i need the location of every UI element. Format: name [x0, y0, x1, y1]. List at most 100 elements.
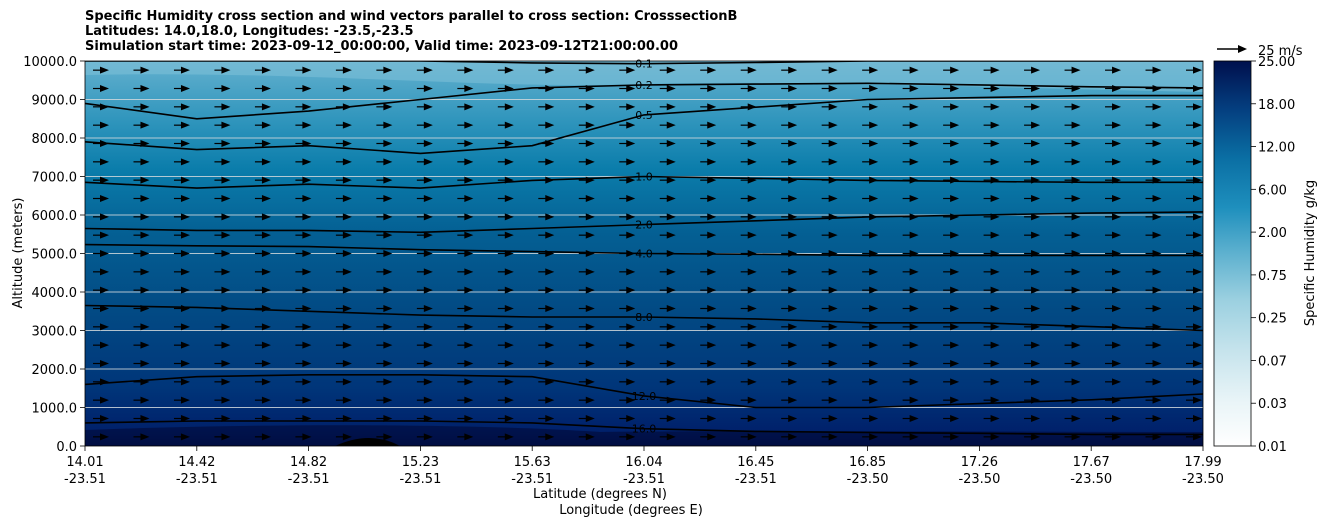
- wind-arrow: [585, 433, 595, 441]
- wind-arrow: [221, 176, 231, 184]
- wind-arrow: [1112, 286, 1122, 294]
- wind-arrow: [990, 140, 1000, 147]
- wind-arrow: [423, 286, 433, 294]
- wind-arrow: [464, 268, 474, 276]
- x-tick-label-lat: 16.45: [737, 455, 774, 470]
- wind-arrow: [302, 213, 312, 221]
- wind-arrow: [383, 66, 393, 74]
- wind-arrow: [1112, 103, 1122, 111]
- wind-arrow: [383, 360, 393, 367]
- wind-arrow: [990, 66, 1000, 74]
- wind-arrow: [1071, 231, 1081, 239]
- wind-arrow: [747, 415, 757, 422]
- wind-arrow: [261, 433, 271, 441]
- wind-arrow: [261, 341, 271, 349]
- wind-arrow: [626, 415, 636, 422]
- contour-line: [85, 243, 1203, 257]
- wind-arrow: [545, 415, 555, 422]
- wind-arrow: [585, 195, 595, 202]
- wind-arrow: [869, 121, 879, 129]
- wind-arrow: [666, 103, 676, 111]
- colorbar-tick-label: 18.00: [1258, 98, 1295, 113]
- wind-arrow: [747, 158, 757, 166]
- wind-arrow: [626, 286, 636, 294]
- wind-arrow: [1193, 286, 1202, 294]
- wind-arrow: [423, 268, 433, 276]
- y-tick-label: 10000.0: [23, 55, 77, 70]
- wind-arrow: [1152, 286, 1162, 294]
- wind-arrow: [990, 360, 1000, 367]
- wind-arrow: [464, 231, 474, 239]
- x-axis-label-lon: Longitude (degrees E): [559, 503, 703, 518]
- wind-arrow: [585, 158, 595, 166]
- wind-arrow: [1193, 158, 1202, 166]
- wind-arrow: [869, 140, 879, 147]
- wind-arrow: [869, 360, 879, 367]
- wind-arrow: [100, 195, 109, 202]
- wind-arrow: [666, 286, 676, 294]
- wind-arrow: [302, 396, 312, 404]
- wind-arrow: [423, 378, 433, 386]
- wind-arrow: [869, 286, 879, 294]
- wind-arrow: [707, 85, 717, 92]
- wind-arrow: [1152, 231, 1162, 239]
- wind-arrow: [423, 121, 433, 129]
- wind-arrow: [140, 360, 150, 367]
- wind-arrow: [909, 158, 919, 166]
- wind-arrow: [828, 360, 838, 367]
- wind-arrow: [545, 103, 555, 111]
- wind-arrow: [545, 213, 555, 221]
- wind-arrow: [504, 66, 514, 74]
- wind-arrow: [504, 378, 514, 386]
- wind-arrow: [788, 195, 798, 202]
- wind-arrow: [302, 66, 312, 74]
- wind-arrow: [585, 213, 595, 221]
- wind-arrow: [423, 66, 433, 74]
- wind-arrow: [788, 286, 798, 294]
- wind-arrow: [342, 305, 352, 312]
- wind-arrow: [666, 213, 676, 221]
- wind-arrow: [747, 213, 757, 221]
- wind-arrow: [1071, 213, 1081, 221]
- y-axis: 0.0 1000.0 2000.0 3000.0 4000.0 5000.0 6000.0 7…: [23, 55, 85, 455]
- x-tick-label-lat: 17.99: [1184, 455, 1221, 470]
- wind-arrow: [302, 176, 312, 184]
- wind-arrow: [180, 341, 190, 349]
- y-tick-label: 1000.0: [32, 402, 78, 417]
- wind-arrow: [464, 360, 474, 367]
- wind-arrow: [626, 158, 636, 166]
- wind-arrow: [100, 158, 109, 166]
- wind-arrow: [545, 66, 555, 74]
- contour-label: 1.0: [635, 171, 653, 184]
- x-tick-label-lon: -23.51: [735, 472, 777, 487]
- x-axis: 14.01 -23.51 14.42 -23.51 14.82 -23.51 15.23 -2…: [64, 446, 1224, 487]
- wind-arrow: [788, 268, 798, 276]
- wind-arrow: [504, 140, 514, 147]
- wind-arrow: [464, 323, 474, 331]
- wind-arrow: [990, 341, 1000, 349]
- wind-arrow: [950, 433, 960, 441]
- wind-arrow: [342, 140, 352, 147]
- wind-arrow: [869, 231, 879, 239]
- wind-arrow: [383, 378, 393, 386]
- wind-arrow: [342, 433, 352, 441]
- wind-arrow: [788, 66, 798, 74]
- wind-arrow: [909, 305, 919, 312]
- wind-arrow: [950, 66, 960, 74]
- wind-arrow: [909, 415, 919, 422]
- wind-arrow: [302, 231, 312, 239]
- wind-arrow: [464, 66, 474, 74]
- wind-arrow: [140, 341, 150, 349]
- wind-arrow: [666, 121, 676, 129]
- wind-arrow: [950, 378, 960, 386]
- wind-arrow: [666, 305, 676, 312]
- wind-arrow: [545, 158, 555, 166]
- x-tick-label-lon: -23.51: [511, 472, 553, 487]
- wind-arrow: [423, 360, 433, 367]
- wind-arrow: [666, 231, 676, 239]
- wind-arrow: [302, 158, 312, 166]
- wind-arrow: [1152, 66, 1162, 74]
- contour-label: 0.5: [635, 109, 653, 122]
- wind-arrow: [261, 66, 271, 74]
- wind-arrow: [747, 286, 757, 294]
